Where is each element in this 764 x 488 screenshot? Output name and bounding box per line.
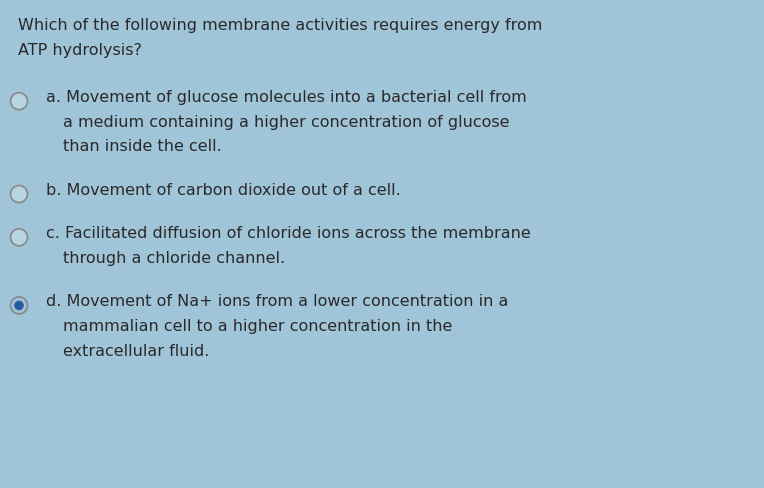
Text: b. Movement of carbon dioxide out of a cell.: b. Movement of carbon dioxide out of a c…	[46, 182, 401, 197]
Text: a. Movement of glucose molecules into a bacterial cell from: a. Movement of glucose molecules into a …	[46, 90, 526, 104]
Ellipse shape	[11, 186, 28, 203]
Text: a medium containing a higher concentration of glucose: a medium containing a higher concentrati…	[63, 114, 510, 129]
Ellipse shape	[15, 301, 24, 310]
Text: Which of the following membrane activities requires energy from: Which of the following membrane activiti…	[18, 18, 542, 33]
Ellipse shape	[11, 229, 28, 246]
Text: than inside the cell.: than inside the cell.	[63, 139, 222, 154]
Text: through a chloride channel.: through a chloride channel.	[63, 250, 285, 265]
Text: extracellular fluid.: extracellular fluid.	[63, 343, 209, 358]
Text: d. Movement of Na+ ions from a lower concentration in a: d. Movement of Na+ ions from a lower con…	[46, 293, 508, 308]
Ellipse shape	[11, 297, 28, 314]
Text: ATP hydrolysis?: ATP hydrolysis?	[18, 42, 142, 58]
Text: mammalian cell to a higher concentration in the: mammalian cell to a higher concentration…	[63, 318, 452, 333]
Ellipse shape	[11, 94, 28, 110]
Text: c. Facilitated diffusion of chloride ions across the membrane: c. Facilitated diffusion of chloride ion…	[46, 225, 531, 241]
